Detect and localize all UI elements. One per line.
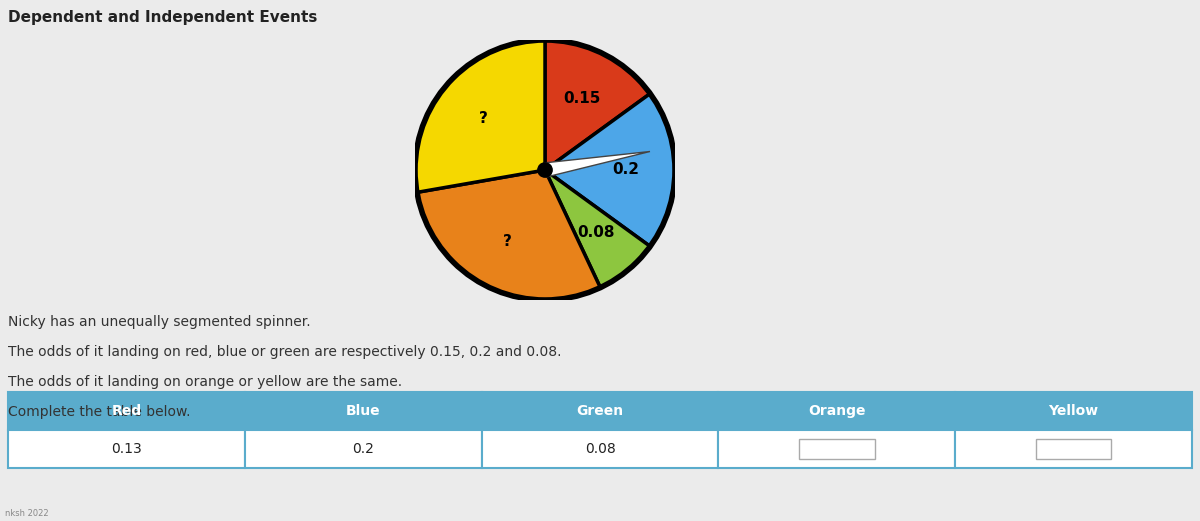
- FancyBboxPatch shape: [719, 430, 955, 468]
- Text: The odds of it landing on red, blue or green are respectively 0.15, 0.2 and 0.08: The odds of it landing on red, blue or g…: [8, 345, 562, 359]
- FancyBboxPatch shape: [955, 392, 1192, 430]
- FancyBboxPatch shape: [481, 430, 719, 468]
- Text: Red: Red: [112, 404, 142, 418]
- FancyBboxPatch shape: [719, 392, 955, 430]
- FancyBboxPatch shape: [245, 430, 481, 468]
- Wedge shape: [416, 170, 600, 300]
- Text: Green: Green: [576, 404, 624, 418]
- Text: 0.13: 0.13: [112, 442, 142, 456]
- Text: nksh 2022: nksh 2022: [5, 509, 49, 518]
- FancyBboxPatch shape: [481, 392, 719, 430]
- Text: 0.15: 0.15: [563, 91, 600, 106]
- Text: Nicky has an unequally segmented spinner.: Nicky has an unequally segmented spinner…: [8, 315, 311, 329]
- Wedge shape: [545, 170, 650, 288]
- Text: ?: ?: [479, 110, 487, 126]
- Circle shape: [538, 163, 552, 177]
- Text: The odds of it landing on orange or yellow are the same.: The odds of it landing on orange or yell…: [8, 375, 402, 389]
- Wedge shape: [545, 94, 674, 246]
- Text: ?: ?: [504, 234, 512, 249]
- Text: 0.2: 0.2: [353, 442, 374, 456]
- Polygon shape: [544, 152, 650, 177]
- Text: Orange: Orange: [808, 404, 865, 418]
- Text: Yellow: Yellow: [1049, 404, 1099, 418]
- Text: Dependent and Independent Events: Dependent and Independent Events: [8, 10, 317, 25]
- FancyBboxPatch shape: [8, 392, 245, 430]
- Text: 0.08: 0.08: [577, 225, 616, 240]
- Text: 0.2: 0.2: [612, 163, 640, 178]
- Text: Complete the table below.: Complete the table below.: [8, 405, 191, 419]
- FancyBboxPatch shape: [955, 430, 1192, 468]
- Text: Blue: Blue: [346, 404, 380, 418]
- Text: 0.08: 0.08: [584, 442, 616, 456]
- Wedge shape: [415, 40, 545, 192]
- Wedge shape: [545, 40, 650, 170]
- FancyBboxPatch shape: [8, 430, 245, 468]
- FancyBboxPatch shape: [799, 439, 875, 460]
- FancyBboxPatch shape: [1036, 439, 1111, 460]
- FancyBboxPatch shape: [245, 392, 481, 430]
